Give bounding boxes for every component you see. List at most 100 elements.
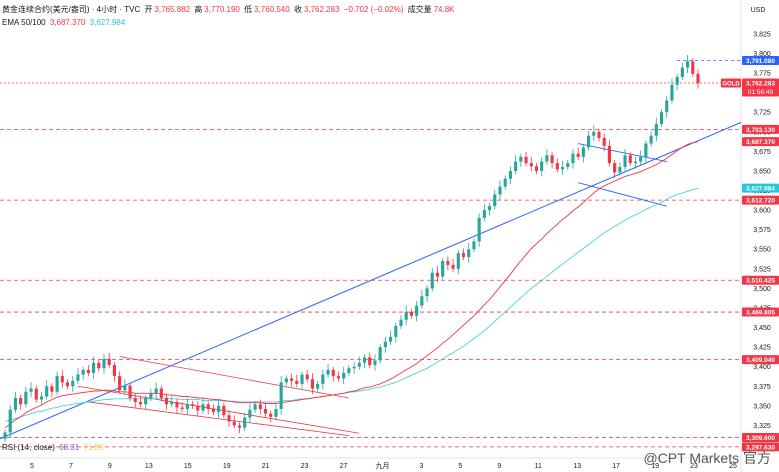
candle-body	[592, 131, 596, 136]
candle-body	[164, 398, 169, 405]
candle-body	[92, 362, 96, 373]
candle-body	[331, 369, 335, 377]
price-label-text: 3,612.720	[746, 198, 775, 205]
candle-body	[321, 374, 325, 384]
ema-title: EMA 50/100	[2, 18, 46, 27]
candle-body	[665, 100, 669, 113]
y-tick-label: 3,425	[753, 345, 771, 352]
candle-body	[170, 401, 174, 405]
channel-base-line	[88, 401, 349, 437]
price-label-box	[742, 307, 779, 317]
rsi-legend[interactable]: RSI (14, close) 68.31 71.85	[2, 443, 105, 452]
x-tick-label: 19	[651, 463, 659, 470]
y-tick-label: 3,550	[753, 247, 771, 254]
price-label-text: 3,309.600	[746, 435, 775, 442]
candle-body	[342, 372, 346, 379]
candle-body	[378, 347, 382, 361]
x-tick-label: 3	[419, 463, 423, 470]
candle-body	[347, 368, 351, 373]
candle-body	[696, 73, 700, 84]
candle-body	[274, 408, 278, 417]
watermark: @CPT Markets 官方	[643, 450, 771, 466]
candle-body	[680, 67, 684, 77]
candle-body	[441, 260, 445, 277]
candle-body	[133, 398, 137, 402]
candle-body	[587, 135, 591, 148]
x-tick-label: 15	[184, 463, 192, 470]
low-label: 低	[244, 5, 253, 14]
candle-body	[477, 217, 481, 242]
candle-body	[446, 260, 450, 265]
candle-body	[686, 61, 690, 68]
candle-body	[112, 365, 116, 377]
y-tick-label: 3,400	[753, 364, 771, 371]
candle-body	[545, 155, 549, 162]
symbol-legend: 黄金连续合约(美元/盎司) · 4小时 · TVC 开 3,765.882 高 3,…	[2, 4, 457, 15]
candle-body	[300, 374, 304, 384]
candle-body	[159, 388, 163, 399]
candle-body	[425, 288, 429, 297]
change-value: −0.702 (−0.02%)	[343, 5, 404, 14]
price-label-box	[742, 432, 779, 442]
x-tick-label: 9	[108, 463, 112, 470]
price-label-text: 3,510.425	[746, 278, 775, 285]
candle-body	[670, 84, 674, 101]
rsi-value: 68.31	[59, 443, 80, 452]
channel-upper-line	[119, 356, 349, 399]
close-label: 收	[293, 5, 302, 14]
candle-body	[248, 409, 252, 418]
x-tick-label: 23	[301, 463, 309, 470]
x-tick-label: 27	[340, 463, 348, 470]
candle-body	[185, 404, 189, 409]
candle-body	[654, 123, 658, 136]
price-label-text: 3,297.630	[746, 444, 775, 451]
candle-body	[336, 376, 341, 379]
x-tick-label: 11	[535, 463, 542, 470]
price-label-box	[742, 78, 779, 97]
price-label-box	[742, 195, 779, 205]
x-tick-label: 17	[612, 463, 620, 470]
y-tick-label: 3,375	[753, 384, 771, 391]
candle-body	[71, 380, 75, 387]
candle-body	[144, 398, 148, 405]
candle-body	[86, 369, 90, 373]
candle-body	[310, 379, 314, 389]
candle-body	[373, 360, 377, 366]
candle-body	[472, 241, 476, 250]
ema50-line	[4, 141, 699, 429]
candle-body	[97, 362, 101, 369]
x-tick-label: 13	[573, 463, 581, 470]
candle-body	[430, 272, 434, 289]
candle-body	[613, 163, 617, 173]
candle-body	[644, 143, 648, 157]
candle-body	[217, 405, 221, 413]
candle-body	[19, 398, 23, 405]
candle-body	[211, 408, 215, 413]
candle-body	[279, 382, 283, 409]
ema-legend[interactable]: EMA 50/100 3,687.370 3,627.984	[2, 18, 127, 27]
candle-body	[243, 417, 247, 428]
candle-body	[227, 415, 231, 422]
candle-body	[118, 376, 122, 391]
y-tick-label: 3,825	[753, 31, 771, 38]
y-tick-label: 3,600	[753, 208, 771, 215]
y-tick-label: 3,650	[753, 168, 771, 175]
candle-body	[628, 155, 632, 164]
x-tick-label: 5	[30, 463, 34, 470]
candle-body	[571, 153, 575, 164]
candle-body	[691, 61, 695, 74]
candle-body	[237, 425, 242, 428]
volume-value: 74.8K	[433, 5, 455, 14]
candle-body	[149, 393, 153, 399]
volume-label: 成交量	[407, 5, 432, 14]
close-value: 3,762.283	[303, 5, 340, 14]
candle-body	[55, 376, 59, 392]
y-tick-label: 3,500	[753, 286, 771, 293]
candle-body	[508, 170, 512, 179]
high-label: 高	[194, 5, 203, 14]
candle-body	[76, 374, 80, 381]
open-label: 开	[144, 5, 153, 14]
candle-body	[488, 206, 492, 211]
candle-body	[503, 178, 507, 187]
